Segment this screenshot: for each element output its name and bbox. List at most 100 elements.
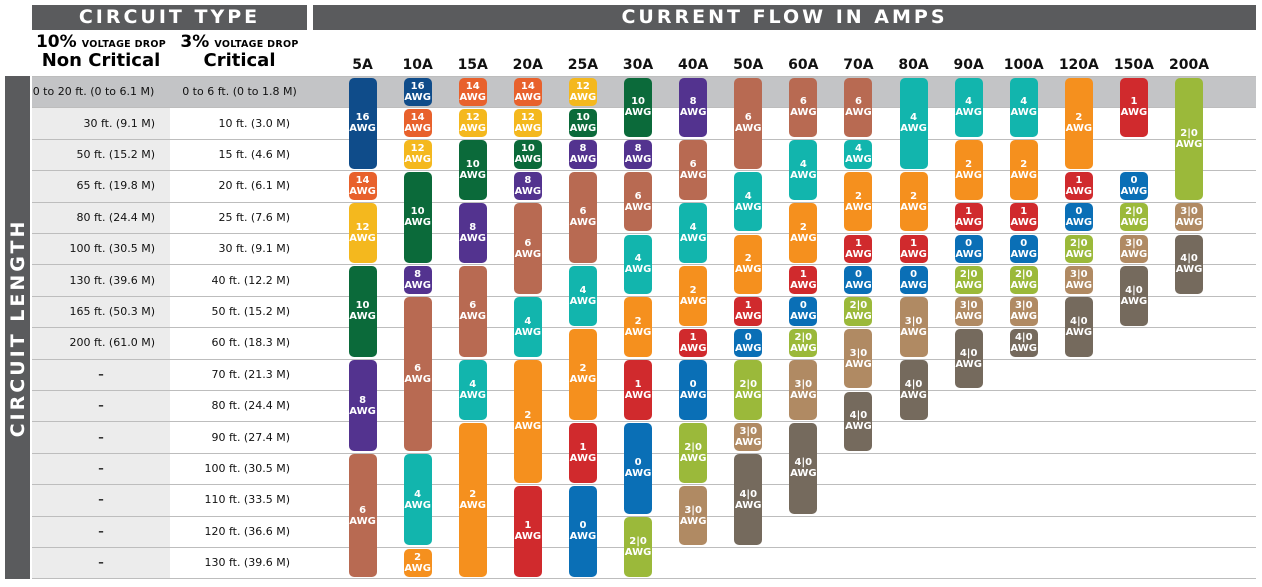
awg-block: 6 AWG xyxy=(403,297,432,452)
awg-block: 6 AWG xyxy=(568,171,597,263)
awg-gauge: 1 xyxy=(579,441,587,453)
awg-block: 4 AWG xyxy=(568,265,597,326)
awg-unit: AWG xyxy=(845,201,872,213)
awg-unit: AWG xyxy=(679,389,707,401)
awg-gauge: 10 xyxy=(410,206,425,218)
awg-block: 2|0 AWG xyxy=(1175,77,1204,201)
awg-block: 6 AWG xyxy=(458,265,487,358)
awg-gauge: 4|0 xyxy=(849,410,868,422)
critical-length: 50 ft. (15.2 M) xyxy=(211,304,290,318)
awg-block: 2|0 AWG xyxy=(734,360,763,420)
awg-unit: AWG xyxy=(900,327,927,339)
awg-gauge: 2|0 xyxy=(1180,127,1198,139)
circuit-length-axis: CIRCUIT LENGTH xyxy=(5,76,30,579)
awg-block: 8 AWG xyxy=(679,77,708,138)
awg-unit: AWG xyxy=(569,123,597,135)
awg-unit: AWG xyxy=(349,232,376,244)
critical-length: 100 ft. (30.5 M) xyxy=(204,461,290,475)
awg-unit: AWG xyxy=(569,217,597,229)
awg-gauge: 6 xyxy=(854,96,862,108)
awg-unit: AWG xyxy=(404,217,431,229)
awg-block: 12 AWG xyxy=(513,108,542,138)
awg-unit: AWG xyxy=(404,499,431,511)
awg-block: 3|0 AWG xyxy=(734,422,763,452)
awg-unit: AWG xyxy=(734,264,762,276)
awg-block: 6 AWG xyxy=(844,77,873,138)
awg-unit: AWG xyxy=(349,515,376,527)
awg-block: 14 AWG xyxy=(458,77,487,106)
awg-unit: AWG xyxy=(845,358,872,370)
awg-unit: AWG xyxy=(349,123,376,135)
awg-gauge: 4 xyxy=(1020,96,1028,108)
awg-gauge: 10 xyxy=(355,300,370,312)
awg-block: 6 AWG xyxy=(734,77,763,169)
awg-block: 10 AWG xyxy=(348,265,377,358)
awg-gauge: 0 xyxy=(1020,237,1028,249)
awg-block: 0 AWG xyxy=(789,297,818,326)
awg-block: 1 AWG xyxy=(844,234,873,263)
awg-unit: AWG xyxy=(514,327,542,339)
awg-block: 10 AWG xyxy=(624,77,653,138)
awg-block: 2 AWG xyxy=(624,297,653,358)
awg-gauge: 6 xyxy=(744,112,752,124)
awg-gauge: 3|0 xyxy=(849,347,868,359)
awg-unit: AWG xyxy=(459,170,487,182)
awg-gauge: 4 xyxy=(469,378,477,390)
noncritical-length: 165 ft. (50.3 M) xyxy=(69,304,155,318)
awg-block: 2 AWG xyxy=(789,203,818,263)
awg-gauge: 3|0 xyxy=(1125,237,1143,249)
awg-block: 2 AWG xyxy=(568,328,597,420)
awg-gauge: 12 xyxy=(575,80,590,92)
awg-gauge: 0 xyxy=(579,520,587,532)
awg-unit: AWG xyxy=(624,201,652,213)
critical-percent: 3% xyxy=(180,32,210,52)
awg-gauge: 6 xyxy=(359,504,367,516)
awg-block: 10 AWG xyxy=(568,108,597,138)
critical-length: 70 ft. (21.3 M) xyxy=(211,367,290,381)
awg-block: 2|0 AWG xyxy=(954,265,983,295)
awg-gauge: 0 xyxy=(1130,174,1138,186)
awg-unit: AWG xyxy=(790,468,817,480)
awg-unit: AWG xyxy=(955,280,982,292)
awg-gauge: 8 xyxy=(524,174,532,186)
awg-block: 6 AWG xyxy=(789,77,818,138)
awg-gauge: 0 xyxy=(689,378,697,390)
awg-block: 4 AWG xyxy=(458,360,487,420)
awg-unit: AWG xyxy=(790,389,817,401)
awg-gauge: 2|0 xyxy=(1014,269,1033,281)
awg-gauge: 8 xyxy=(689,96,697,108)
awg-block: 2 AWG xyxy=(954,140,983,201)
awg-gauge: 0 xyxy=(965,237,973,249)
row-divider xyxy=(32,359,1256,360)
awg-block: 3|0 AWG xyxy=(789,360,818,420)
amp-label: 70A xyxy=(843,57,874,73)
awg-block: 2 AWG xyxy=(1064,77,1093,169)
awg-unit: AWG xyxy=(1120,295,1148,307)
awg-block: 1 AWG xyxy=(954,203,983,232)
awg-gauge: 10 xyxy=(575,112,590,124)
awg-unit: AWG xyxy=(900,248,927,260)
awg-unit: AWG xyxy=(734,437,762,449)
awg-unit: AWG xyxy=(734,342,762,354)
awg-unit: AWG xyxy=(1010,342,1038,354)
awg-unit: AWG xyxy=(734,123,762,135)
awg-gauge: 1 xyxy=(1020,206,1028,218)
noncritical-length: 100 ft. (30.5 M) xyxy=(69,242,155,256)
awg-unit: AWG xyxy=(514,154,542,166)
amp-label: 200A xyxy=(1169,57,1210,73)
awg-gauge: 0 xyxy=(1075,206,1083,218)
awg-unit: AWG xyxy=(955,311,982,323)
noncritical-length: – xyxy=(98,524,104,538)
awg-unit: AWG xyxy=(790,280,817,292)
awg-block: 0 AWG xyxy=(1119,171,1148,201)
amp-label: 90A xyxy=(953,57,984,73)
awg-gauge: 6 xyxy=(524,237,532,249)
awg-gauge: 2 xyxy=(744,253,752,265)
awg-block: 16 AWG xyxy=(348,77,377,169)
row-divider xyxy=(32,296,1256,297)
awg-unit: AWG xyxy=(459,311,487,323)
awg-gauge: 6 xyxy=(634,190,642,202)
awg-block: 1 AWG xyxy=(679,328,708,358)
critical-length: 25 ft. (7.6 M) xyxy=(218,210,290,224)
awg-block: 8 AWG xyxy=(513,171,542,201)
